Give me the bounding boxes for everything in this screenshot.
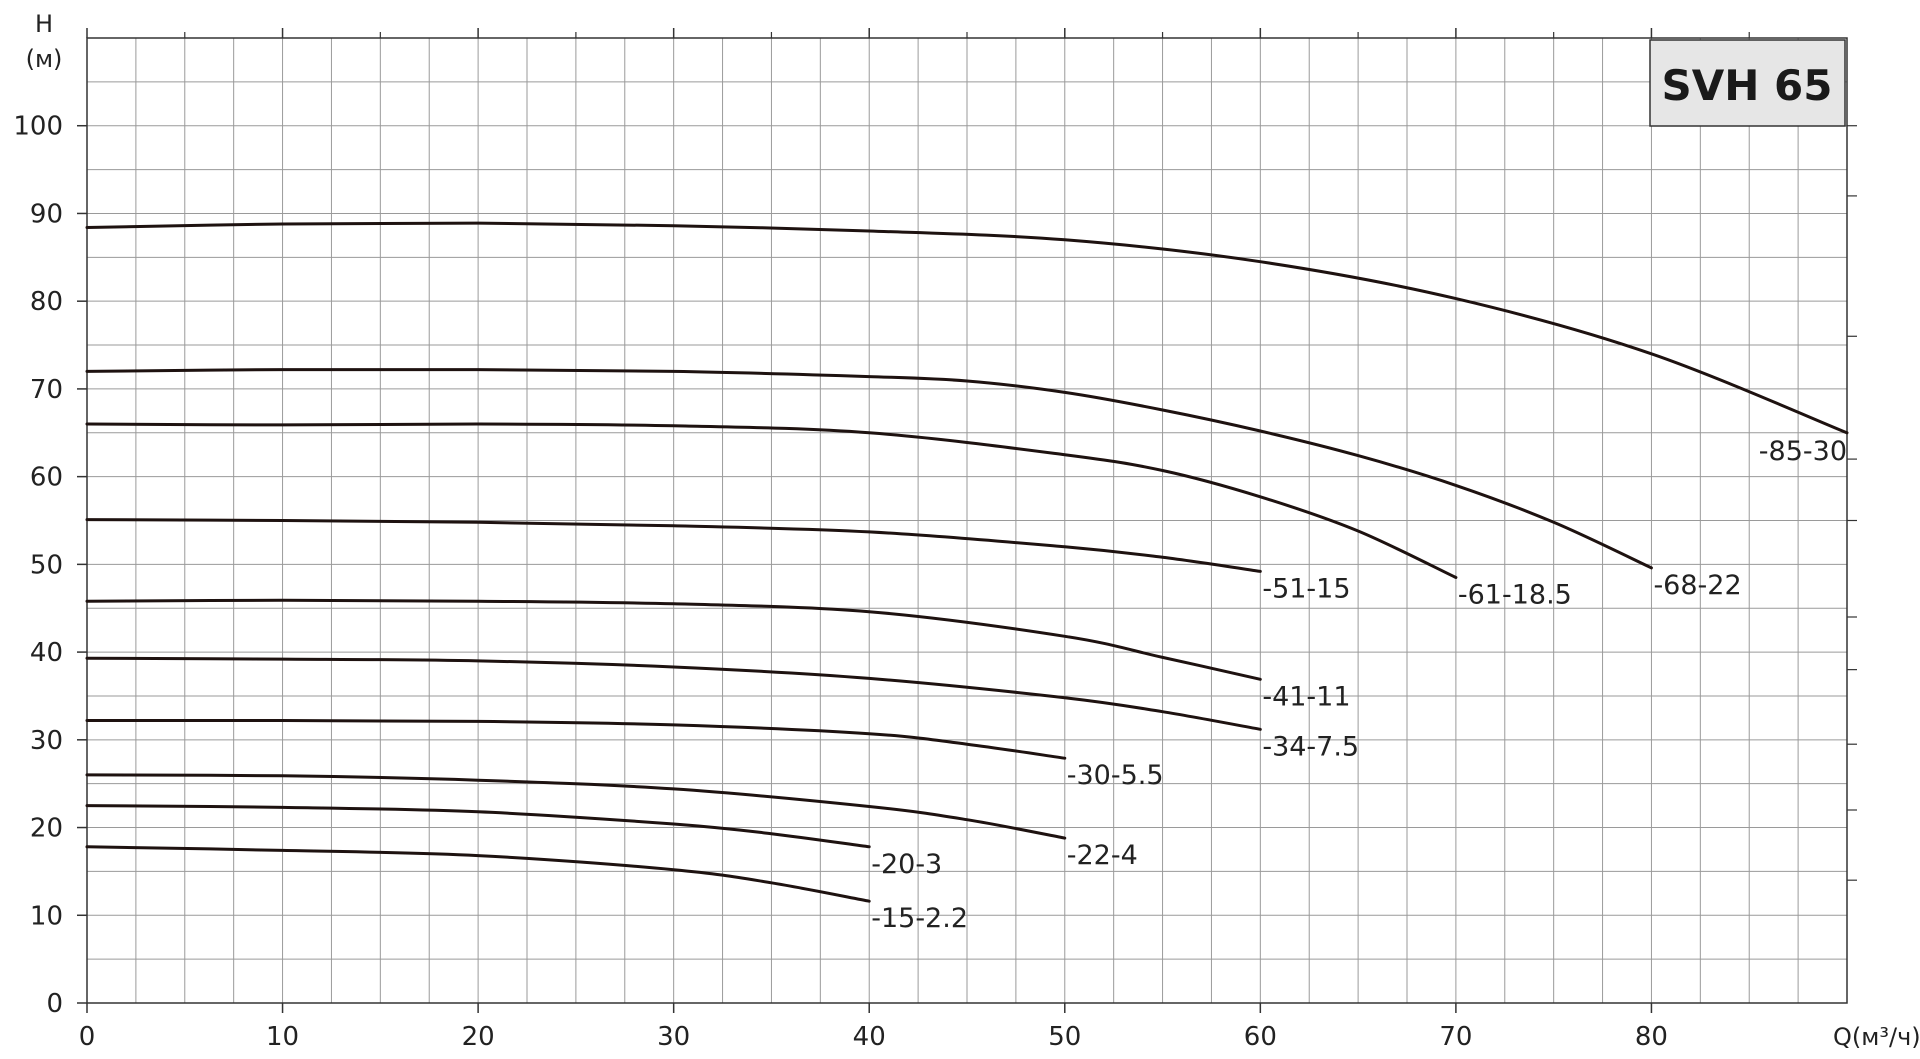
y-tick-label: 10 bbox=[30, 901, 63, 931]
y-tick-label: 30 bbox=[30, 726, 63, 756]
y-tick-label: 20 bbox=[30, 814, 63, 844]
x-tick-label: 40 bbox=[853, 1022, 886, 1052]
series-line bbox=[85, 422, 1458, 579]
series-line bbox=[85, 804, 871, 849]
title-box-background bbox=[1649, 39, 1846, 127]
x-tick-label: 10 bbox=[266, 1022, 299, 1052]
series-label: -34-7.5 bbox=[1262, 731, 1359, 762]
y-axis-title: H bbox=[35, 10, 53, 38]
x-tick-label: 20 bbox=[462, 1022, 495, 1052]
axis-ticks bbox=[77, 28, 1857, 1013]
y-tick-label: 80 bbox=[30, 287, 63, 317]
series-label: -61-18.5 bbox=[1458, 580, 1572, 611]
series-label: -15-2.2 bbox=[871, 903, 968, 934]
y-tick-label: 90 bbox=[30, 199, 63, 229]
y-tick-labels: 0 10 20 30 40 50 60 70 80 90 100 bbox=[13, 112, 63, 1019]
series-label: -51-15 bbox=[1262, 573, 1350, 604]
series-line bbox=[85, 518, 1262, 573]
grid bbox=[87, 38, 1847, 1003]
series-label: -20-3 bbox=[871, 849, 942, 880]
x-tick-label: 30 bbox=[657, 1022, 690, 1052]
x-axis-title: Q(м³/ч) bbox=[1833, 1023, 1920, 1051]
x-tick-label: 0 bbox=[79, 1022, 96, 1052]
x-tick-label: 50 bbox=[1048, 1022, 1081, 1052]
x-tick-label: 60 bbox=[1244, 1022, 1277, 1052]
y-axis-unit: (м) bbox=[26, 45, 63, 73]
series-line bbox=[85, 845, 871, 903]
series-line bbox=[85, 598, 1262, 681]
y-tick-label: 50 bbox=[30, 550, 63, 580]
x-tick-label: 80 bbox=[1635, 1022, 1668, 1052]
y-tick-label: 100 bbox=[13, 112, 63, 142]
series-line bbox=[85, 773, 1067, 840]
series-label: -41-11 bbox=[1262, 681, 1350, 712]
series-label: -30-5.5 bbox=[1067, 760, 1164, 791]
series-lines bbox=[85, 221, 1849, 903]
title-box: SVH 65 bbox=[1649, 39, 1846, 127]
y-tick-label: 60 bbox=[30, 463, 63, 493]
y-tick-label: 40 bbox=[30, 638, 63, 668]
series-label: -68-22 bbox=[1653, 570, 1741, 601]
series-line bbox=[85, 718, 1067, 760]
series-line bbox=[85, 656, 1262, 731]
series-label: -22-4 bbox=[1067, 840, 1138, 871]
series-line bbox=[85, 367, 1653, 570]
x-tick-label: 70 bbox=[1439, 1022, 1472, 1052]
y-tick-label: 70 bbox=[30, 375, 63, 405]
series-label: -85-30 bbox=[1759, 436, 1847, 467]
chart-title: SVH 65 bbox=[1662, 61, 1833, 110]
series-labels: -85-30 -68-22 -61-18.5 -51-15 -41-11 -34-7.5 -… bbox=[871, 436, 1847, 934]
x-tick-labels: 0 10 20 30 40 50 60 70 80 bbox=[79, 1022, 1668, 1052]
series-line bbox=[85, 221, 1849, 435]
y-tick-label: 0 bbox=[46, 989, 63, 1019]
